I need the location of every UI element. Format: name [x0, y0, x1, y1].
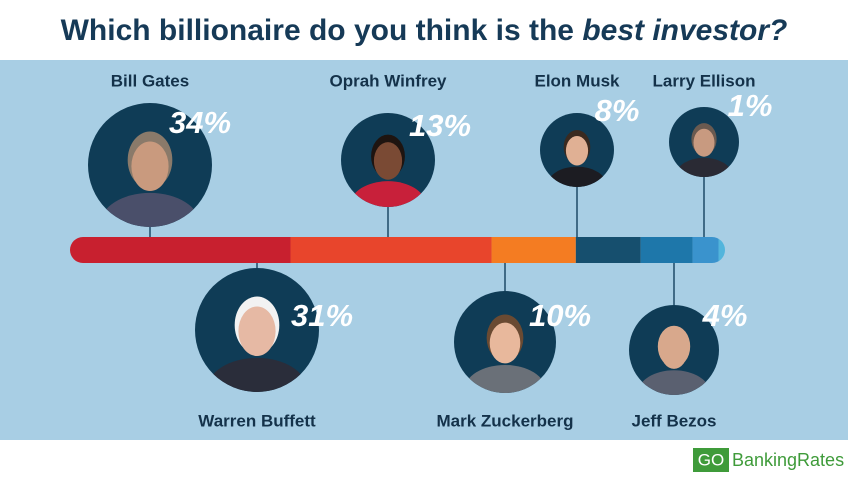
portrait-face	[660, 332, 688, 369]
person-name: Warren Buffett	[198, 411, 316, 430]
person-name: Larry Ellison	[653, 71, 756, 90]
portrait-body	[676, 157, 732, 177]
portrait-body	[350, 181, 426, 207]
portrait-figure	[638, 325, 710, 395]
portrait-face	[693, 128, 715, 157]
portrait-face	[373, 142, 403, 180]
value-label: 1%	[728, 88, 773, 123]
portrait-face	[238, 306, 276, 357]
person-name: Jeff Bezos	[631, 411, 716, 430]
person-name: Mark Zuckerberg	[437, 411, 574, 430]
bar-segment	[491, 237, 576, 263]
person-name: Oprah Winfrey	[330, 71, 448, 90]
value-label: 31%	[291, 298, 353, 333]
portrait-face	[131, 141, 169, 192]
portrait-figure	[100, 131, 200, 227]
value-label: 10%	[529, 298, 591, 333]
bar-segment	[290, 237, 492, 263]
portrait-figure	[547, 130, 607, 187]
title-emphasis: best investor?	[582, 14, 787, 47]
person-name: Elon Musk	[534, 71, 620, 90]
portrait-figure	[207, 296, 307, 392]
value-label: 8%	[595, 93, 640, 128]
logo-go: GO	[698, 450, 724, 469]
portrait-face	[489, 322, 521, 364]
portrait-body	[547, 166, 607, 187]
logo-box	[693, 448, 729, 472]
portrait-body	[100, 192, 200, 227]
portrait-figure	[676, 123, 732, 177]
title-main: Which billionaire do you think is the	[61, 14, 574, 47]
logo-name: BankingRates	[732, 450, 844, 470]
portrait-figure	[350, 134, 426, 207]
value-label: 13%	[409, 108, 471, 143]
bar-segment	[718, 237, 725, 263]
portrait-body	[207, 357, 307, 392]
bar	[70, 237, 725, 263]
value-label: 4%	[702, 298, 748, 333]
chart-title: Which billionaire do you think is the be…	[61, 14, 788, 47]
portrait-face	[565, 135, 589, 166]
portrait-body	[464, 364, 546, 393]
portrait-figure	[464, 314, 546, 393]
portrait-body	[638, 370, 710, 395]
bar-segment	[575, 237, 641, 263]
bar-segment	[640, 237, 693, 263]
person-name: Bill Gates	[111, 71, 189, 90]
bar-segment	[692, 237, 719, 263]
bar-segment	[70, 237, 291, 263]
value-label: 34%	[169, 105, 231, 140]
